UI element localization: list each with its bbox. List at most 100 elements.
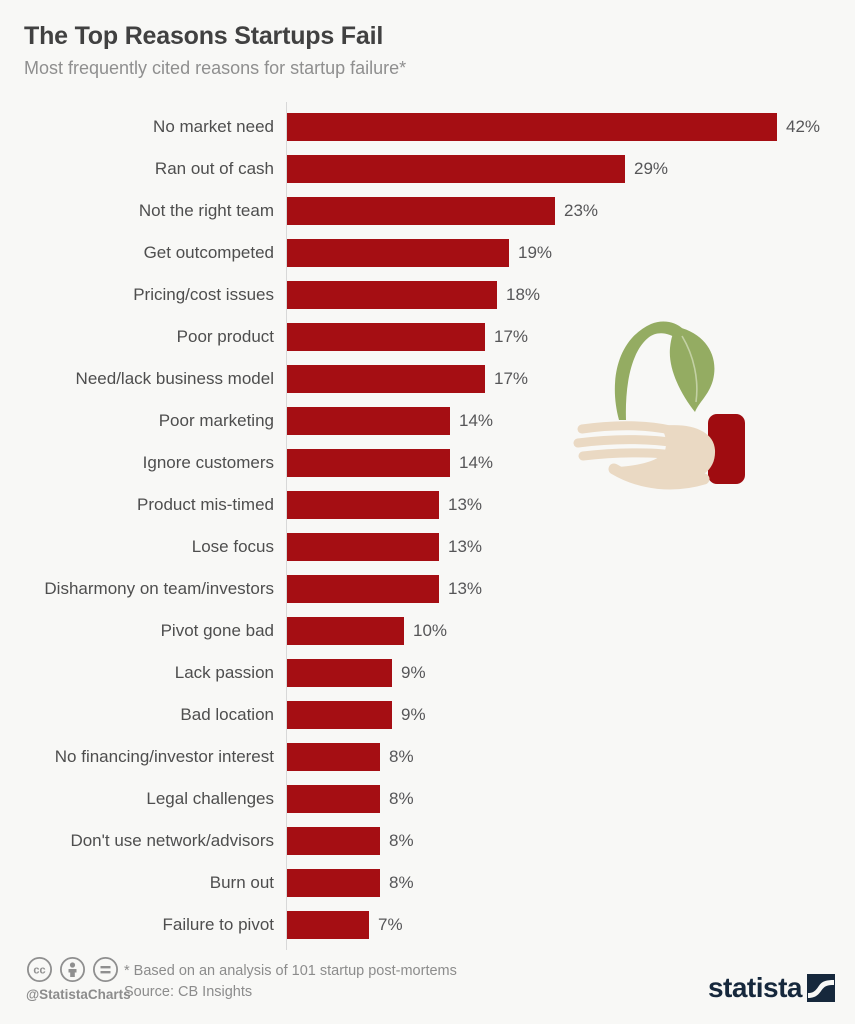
value-label: 17% xyxy=(494,369,529,388)
bar-track: 13% xyxy=(286,484,836,526)
bar xyxy=(287,575,439,603)
bar-track: 8% xyxy=(286,862,836,904)
bar xyxy=(287,365,485,393)
bar-track: 14% xyxy=(286,442,836,484)
statista-logo: statista xyxy=(708,972,835,1004)
bar-row: Poor marketing 14% xyxy=(26,400,836,442)
value-label: 8% xyxy=(389,747,414,766)
category-label: Pivot gone bad xyxy=(160,621,274,640)
statista-logo-text: statista xyxy=(707,972,803,1003)
bar xyxy=(287,491,439,519)
category-label: No market need xyxy=(153,117,274,136)
value-label: 8% xyxy=(389,873,414,892)
hand-thumb xyxy=(608,463,710,490)
bar-row: Need/lack business model 17% xyxy=(26,358,836,400)
bar xyxy=(287,869,380,897)
bar-track: 19% xyxy=(286,232,836,274)
bar-track: 8% xyxy=(286,736,836,778)
license-block: cc @StatistaCharts xyxy=(26,956,131,1002)
bar-track: 23% xyxy=(286,190,836,232)
value-label: 42% xyxy=(786,117,821,136)
bar xyxy=(287,785,380,813)
bar xyxy=(287,155,625,183)
bar xyxy=(287,197,555,225)
hand-palm xyxy=(616,425,716,484)
category-label: Bad location xyxy=(180,705,274,724)
footnote: * Based on an analysis of 101 startup po… xyxy=(124,963,457,979)
bar-row: No financing/investor interest 8% xyxy=(26,736,836,778)
value-label: 7% xyxy=(378,915,403,934)
cc-license-icons: cc xyxy=(26,956,131,983)
hand-finger-bottom xyxy=(578,448,678,461)
value-label: 8% xyxy=(389,831,414,850)
category-label: Legal challenges xyxy=(146,789,274,808)
bar-track: 29% xyxy=(286,148,836,190)
value-label: 29% xyxy=(634,159,669,178)
category-label: Lose focus xyxy=(191,537,274,556)
bar-track: 17% xyxy=(286,358,836,400)
value-label: 23% xyxy=(564,201,599,220)
bar-row: Burn out 8% xyxy=(26,862,836,904)
chart-header: The Top Reasons Startups Fail Most frequ… xyxy=(24,22,406,79)
category-label: Lack passion xyxy=(174,663,274,682)
statista-charts-handle: @StatistaCharts xyxy=(26,987,131,1002)
bar-chart: No market need 42% Ran out of cash 29% N… xyxy=(26,102,836,950)
bar-row: Ignore customers 14% xyxy=(26,442,836,484)
bar-row: Lack passion 9% xyxy=(26,652,836,694)
bar xyxy=(287,911,369,939)
source-note: Source: CB Insights xyxy=(124,984,253,1000)
bar-row: Ran out of cash 29% xyxy=(26,148,836,190)
value-label: 8% xyxy=(389,789,414,808)
bar-track: 18% xyxy=(286,274,836,316)
bar-track: 17% xyxy=(286,316,836,358)
bar-row: Pricing/cost issues 18% xyxy=(26,274,836,316)
cc-icon: cc xyxy=(26,956,53,983)
bar xyxy=(287,407,450,435)
bar xyxy=(287,533,439,561)
bar-row: Failure to pivot 7% xyxy=(26,904,836,946)
category-label: Failure to pivot xyxy=(162,915,275,934)
hand-holding-sprout-illustration xyxy=(556,298,855,513)
category-label: Pricing/cost issues xyxy=(133,285,274,304)
bar-track: 9% xyxy=(286,652,836,694)
svg-text:cc: cc xyxy=(33,965,45,977)
value-label: 17% xyxy=(494,327,529,346)
bar-row: Bad location 9% xyxy=(26,694,836,736)
category-label: Poor product xyxy=(176,327,274,346)
sprout-hand-svg xyxy=(573,321,745,490)
category-label: Get outcompeted xyxy=(143,243,274,262)
category-label: Poor marketing xyxy=(158,411,274,430)
value-label: 14% xyxy=(459,411,494,430)
bar xyxy=(287,323,485,351)
sprout-leaf xyxy=(669,327,715,412)
category-label: No financing/investor interest xyxy=(54,747,274,766)
bar-row: Not the right team 23% xyxy=(26,190,836,232)
sprout-stem xyxy=(614,321,683,420)
equal-icon xyxy=(92,956,119,983)
category-label: Product mis-timed xyxy=(137,495,274,514)
page-subtitle: Most frequently cited reasons for startu… xyxy=(24,58,407,78)
category-label: Disharmony on team/investors xyxy=(44,579,274,598)
category-label: Need/lack business model xyxy=(75,369,274,388)
bar xyxy=(287,659,392,687)
y-axis-line xyxy=(286,102,287,950)
bar xyxy=(287,281,497,309)
value-label: 14% xyxy=(459,453,494,472)
category-label: Not the right team xyxy=(138,201,274,220)
bar-row: Lose focus 13% xyxy=(26,526,836,568)
bar xyxy=(287,449,450,477)
bar-track: 13% xyxy=(286,568,836,610)
bar xyxy=(287,701,392,729)
hand-finger-middle xyxy=(573,435,681,448)
value-label: 9% xyxy=(401,663,426,682)
statista-logo-icon xyxy=(807,974,835,1002)
bar-track: 10% xyxy=(286,610,836,652)
value-label: 13% xyxy=(448,495,483,514)
bar-track: 8% xyxy=(286,820,836,862)
category-label: Ran out of cash xyxy=(154,159,274,178)
bar-row: Disharmony on team/investors 13% xyxy=(26,568,836,610)
category-label: Don't use network/advisors xyxy=(70,831,274,850)
value-label: 13% xyxy=(448,537,483,556)
bar-track: 8% xyxy=(286,778,836,820)
